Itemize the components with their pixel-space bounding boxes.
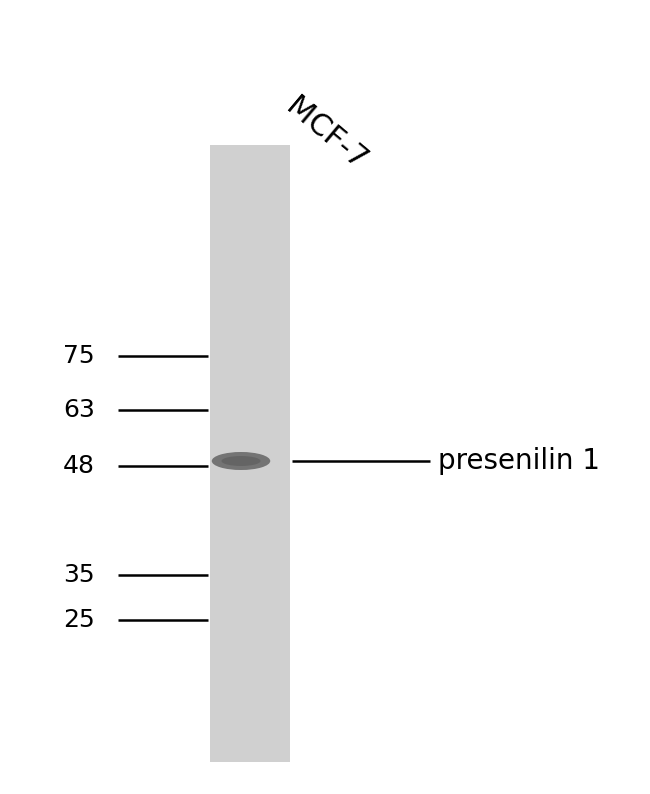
Ellipse shape — [222, 456, 261, 466]
Bar — [210, 145, 290, 762]
Text: presenilin 1: presenilin 1 — [438, 447, 600, 475]
Text: 63: 63 — [63, 398, 95, 422]
Text: 35: 35 — [64, 563, 95, 587]
Text: 48: 48 — [63, 454, 95, 478]
Text: 75: 75 — [64, 344, 95, 368]
Text: MCF-7: MCF-7 — [280, 93, 372, 176]
Text: 25: 25 — [63, 608, 95, 632]
Ellipse shape — [212, 452, 270, 470]
